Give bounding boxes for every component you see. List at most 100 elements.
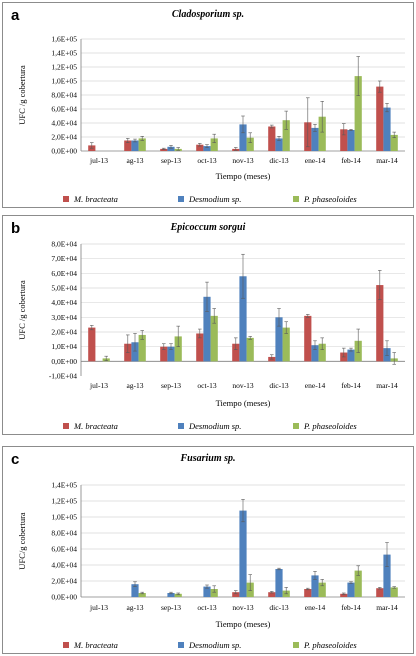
x-tick-label: sep-13 xyxy=(161,603,181,612)
x-tick-label: jul-13 xyxy=(89,156,108,165)
chart-title: Epicoccum sorgui xyxy=(170,222,246,233)
bar xyxy=(318,116,326,151)
bar xyxy=(304,315,312,362)
y-tick-label: 8,0E+04 xyxy=(51,529,77,538)
legend-item: M. bracteata xyxy=(63,640,118,650)
y-tick-label: 5,0E+04 xyxy=(51,284,77,293)
bar xyxy=(383,554,391,597)
chart-panel-b: b Epicoccum sorgui -1,0E+04 0,0E+00 1,0E+0… xyxy=(2,215,414,435)
bar xyxy=(124,140,132,151)
x-tick-label: ene-14 xyxy=(305,156,326,165)
bar xyxy=(347,130,355,151)
bar xyxy=(354,76,362,151)
legend-item: M. bracteata xyxy=(63,421,118,431)
legend: M. bracteata Desmodium sp. P. phaseoloides xyxy=(3,194,413,208)
legend-label: M. bracteata xyxy=(74,194,118,204)
x-tick-label: nov-13 xyxy=(232,603,253,612)
legend-item: Desmodium sp. xyxy=(178,640,241,650)
bar xyxy=(311,345,319,362)
y-tick-label: -1,0E+04 xyxy=(49,372,77,381)
bar xyxy=(376,285,384,362)
y-tick-label: 1,4E+05 xyxy=(51,481,77,490)
panel-letter: a xyxy=(11,7,20,24)
legend-label: Desmodium sp. xyxy=(189,421,242,431)
y-tick-label: 6,0E+04 xyxy=(51,105,77,114)
bar xyxy=(282,327,290,362)
bar xyxy=(268,126,276,151)
y-tick-label: 2,0E+04 xyxy=(51,577,77,586)
chart-panel-a: a Cladosporium sp. 0,0E+00 2,0E+04 4,0E+04… xyxy=(2,2,414,208)
bar xyxy=(232,592,240,597)
bar xyxy=(131,140,139,151)
legend-swatch xyxy=(293,642,299,648)
x-tick-label: nov-13 xyxy=(232,381,253,390)
bar xyxy=(239,510,247,597)
x-tick-label: oct-13 xyxy=(197,156,216,165)
y-tick-label: 3,0E+04 xyxy=(51,313,77,322)
chart-svg: 0,0E+00 2,0E+04 4,0E+04 6,0E+04 8,0E+04 1,0E+… xyxy=(17,481,405,629)
bar xyxy=(318,343,326,362)
bar xyxy=(318,582,326,597)
bar xyxy=(390,587,398,597)
y-tick-label: 0,0E+00 xyxy=(51,357,77,366)
bar xyxy=(210,589,218,597)
y-tick-label: 4,0E+04 xyxy=(51,298,77,307)
bar xyxy=(88,327,96,362)
bar xyxy=(196,333,204,362)
legend-label: M. bracteata xyxy=(74,640,118,650)
x-tick-label: feb-14 xyxy=(341,381,361,390)
bar xyxy=(196,144,204,151)
legend-label: Desmodium sp. xyxy=(189,194,242,204)
x-tick-label: sep-13 xyxy=(161,381,181,390)
legend-item: Desmodium sp. xyxy=(178,194,241,204)
x-tick-label: jul-13 xyxy=(89,381,108,390)
y-tick-label: 1,0E+05 xyxy=(51,513,77,522)
chart-svg: -1,0E+04 0,0E+00 1,0E+04 2,0E+04 3,0E+04 4,0E… xyxy=(17,240,405,408)
bar xyxy=(174,336,182,362)
bar xyxy=(282,120,290,151)
x-tick-label: feb-14 xyxy=(341,156,361,165)
y-tick-label: 8,0E+04 xyxy=(51,91,77,100)
x-axis-label: Tiempo (meses) xyxy=(216,171,271,181)
legend-swatch xyxy=(178,196,184,202)
legend-label: P. phaseoloides xyxy=(304,194,357,204)
legend-swatch xyxy=(178,423,184,429)
legend-swatch xyxy=(178,642,184,648)
bar xyxy=(275,569,283,597)
bar xyxy=(167,593,175,597)
legend-item: P. phaseoloides xyxy=(293,421,357,431)
bar xyxy=(376,86,384,151)
x-axis-label: Tiempo (meses) xyxy=(216,398,271,408)
bar xyxy=(347,582,355,597)
legend-swatch xyxy=(63,642,69,648)
y-tick-label: 4,0E+04 xyxy=(51,561,77,570)
y-axis-label: UFC /g cobertura xyxy=(17,65,27,125)
bar xyxy=(383,107,391,151)
legend-label: M. bracteata xyxy=(74,421,118,431)
x-tick-label: dic-13 xyxy=(269,381,288,390)
bar xyxy=(174,593,182,597)
legend-item: P. phaseoloides xyxy=(293,194,357,204)
x-tick-label: ag-13 xyxy=(126,156,143,165)
bar xyxy=(239,124,247,151)
y-tick-label: 6,0E+04 xyxy=(51,545,77,554)
legend-item: M. bracteata xyxy=(63,194,118,204)
legend-item: P. phaseoloides xyxy=(293,640,357,650)
bar xyxy=(340,593,348,597)
x-axis-label: Tiempo (meses) xyxy=(216,619,271,629)
bar xyxy=(268,592,276,597)
x-tick-label: feb-14 xyxy=(341,603,361,612)
x-tick-label: oct-13 xyxy=(197,381,216,390)
y-tick-label: 7,0E+04 xyxy=(51,254,77,263)
y-tick-label: 1,2E+05 xyxy=(51,497,77,506)
bar xyxy=(347,349,355,362)
legend-item: Desmodium sp. xyxy=(178,421,241,431)
y-tick-label: 0,0E+00 xyxy=(51,147,77,156)
bar xyxy=(340,129,348,151)
panel-letter: c xyxy=(11,451,20,468)
bar xyxy=(203,586,211,597)
bar xyxy=(232,343,240,362)
bar xyxy=(131,584,139,597)
bar xyxy=(304,589,312,597)
bar xyxy=(311,575,319,597)
